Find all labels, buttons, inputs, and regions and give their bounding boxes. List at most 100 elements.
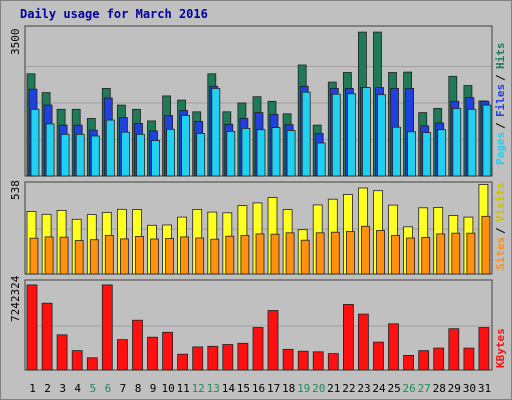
pages-bar <box>166 128 176 177</box>
kbytes-bar <box>192 346 204 371</box>
kbytes-bar <box>71 350 83 371</box>
kbytes-bar <box>177 353 189 371</box>
kbytes-bar <box>282 348 294 371</box>
sites-bar <box>391 235 400 275</box>
sites-bar <box>300 239 310 275</box>
legend-kbytes: KBytes <box>494 328 507 368</box>
kbytes-bar <box>207 345 219 371</box>
kbytes-bar <box>463 347 475 371</box>
pages-bar <box>437 129 447 177</box>
pages-bar <box>361 87 371 177</box>
day-label: 27 <box>418 382 431 395</box>
kbytes-bar <box>237 342 249 371</box>
kbytes-bar <box>86 357 98 371</box>
pages-bar <box>271 127 281 177</box>
kbytes-bar <box>267 310 279 371</box>
pages-bar <box>301 91 311 177</box>
kbytes-bar <box>373 341 384 371</box>
sites-bar <box>120 238 129 275</box>
pages-bar <box>331 93 341 177</box>
pages-bar <box>452 108 462 177</box>
pages-bar <box>407 131 417 177</box>
pages-bar <box>211 88 221 177</box>
sites-bar <box>255 233 265 275</box>
pages-bar <box>181 115 191 177</box>
day-label: 15 <box>237 382 250 395</box>
day-label: 6 <box>105 382 112 395</box>
pages-bar <box>377 94 386 177</box>
sites-bar <box>376 230 385 275</box>
day-label: 20 <box>312 382 325 395</box>
sites-bar <box>481 215 491 275</box>
day-label: 23 <box>357 382 370 395</box>
day-label: 19 <box>297 382 310 395</box>
day-label: 24 <box>372 382 386 395</box>
sites-bar <box>270 233 280 275</box>
kbytes-bar <box>101 284 113 371</box>
pages-bar <box>256 129 266 177</box>
day-label: 16 <box>252 382 265 395</box>
sites-bar <box>421 237 431 275</box>
sites-bar <box>240 235 250 275</box>
sites-bar <box>210 238 220 275</box>
kbytes-bar <box>388 323 399 371</box>
day-label: 31 <box>478 382 491 395</box>
kbytes-bar <box>312 351 324 371</box>
sites-bar <box>285 232 295 275</box>
sites-bar <box>165 238 175 275</box>
sites-bar <box>150 238 159 275</box>
pages-bar <box>75 133 85 177</box>
pages-bar <box>286 130 296 177</box>
sites-bar <box>195 237 205 275</box>
pages-bar <box>226 130 236 177</box>
sites-bar <box>406 237 416 275</box>
day-label: 11 <box>177 382 190 395</box>
legend-sep-3: / <box>494 227 507 234</box>
kbytes-bar <box>56 334 68 371</box>
day-label: 25 <box>387 382 400 395</box>
legend-sep-1: / <box>494 122 507 129</box>
day-label: 9 <box>150 382 157 395</box>
sites-bar <box>466 232 476 275</box>
kbytes-bar <box>357 313 369 371</box>
day-label: 17 <box>267 382 280 395</box>
sites-bar <box>451 232 461 275</box>
day-label: 13 <box>207 382 220 395</box>
day-label: 10 <box>161 382 174 395</box>
sites-bar <box>44 236 54 275</box>
day-label: 28 <box>433 382 446 395</box>
legend-hits: Hits <box>494 43 507 70</box>
kbytes-bar <box>418 350 430 371</box>
pages-bar <box>30 108 40 177</box>
sites-bar <box>315 232 325 275</box>
day-label: 26 <box>402 382 415 395</box>
kbytes-bar <box>252 327 264 371</box>
kbytes-bar <box>222 344 234 371</box>
pages-bar <box>105 119 115 177</box>
sites-bar <box>29 237 39 275</box>
pages-bar <box>467 108 477 177</box>
kbytes-panel-legend: KBytes <box>494 328 507 368</box>
legend-sites: Sites <box>494 237 507 270</box>
day-label: 30 <box>463 382 476 395</box>
visits-scale-label: 538 <box>9 180 22 200</box>
sites-bar <box>180 236 190 275</box>
pages-bar <box>136 133 145 177</box>
kbytes-bar <box>26 284 38 371</box>
pages-bar <box>90 135 100 177</box>
day-label: 29 <box>448 382 461 395</box>
day-label: 4 <box>74 382 81 395</box>
kbytes-bar <box>403 354 415 371</box>
day-label: 18 <box>282 382 295 395</box>
sites-bar <box>59 236 69 275</box>
kbytes-bar <box>327 353 339 371</box>
kbytes-bar <box>132 319 143 371</box>
day-label: 12 <box>192 382 205 395</box>
pages-bar <box>241 127 251 177</box>
day-label: 22 <box>342 382 355 395</box>
legend-pages: Pages <box>494 132 507 165</box>
pages-bar <box>45 123 55 177</box>
day-label: 1 <box>29 382 36 395</box>
sites-bar <box>74 240 84 275</box>
